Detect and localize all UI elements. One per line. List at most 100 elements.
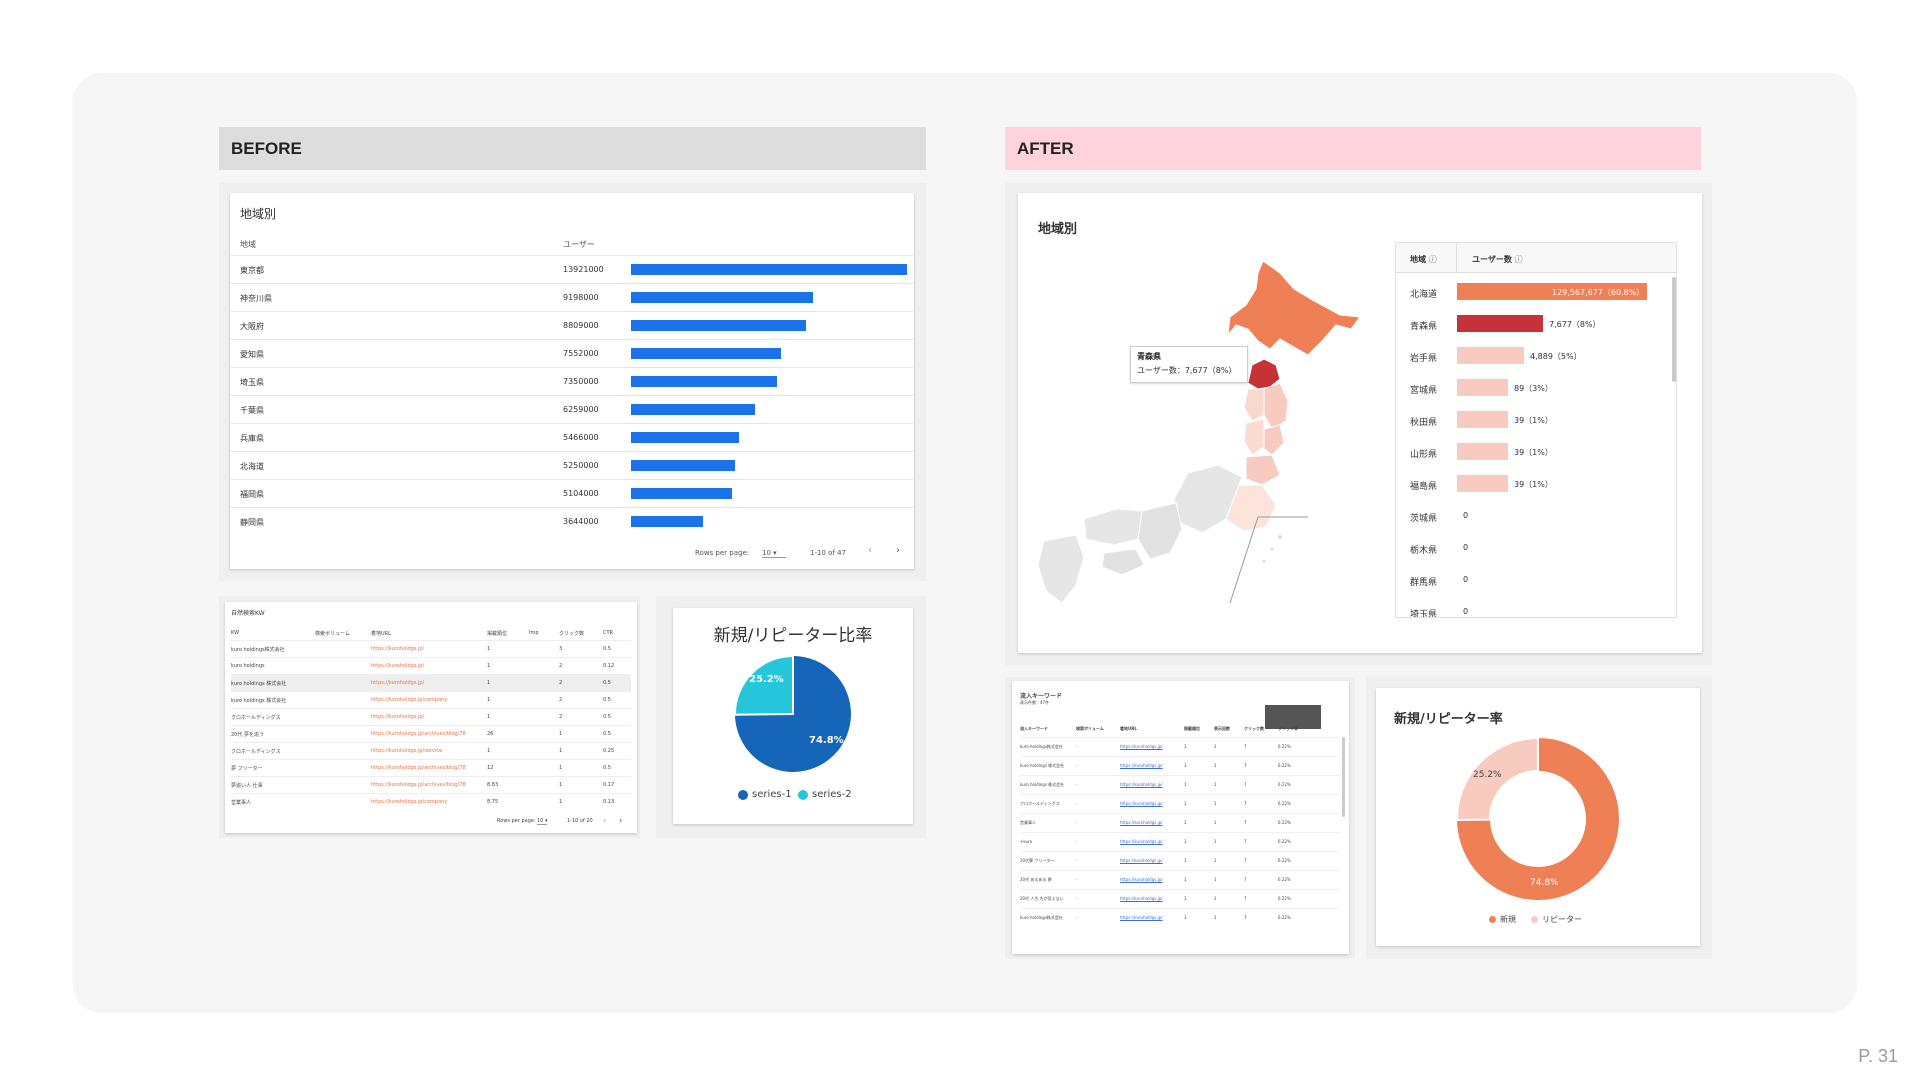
after-table-header: 地域 ⓘ ユーザー数 ⓘ xyxy=(1396,243,1676,273)
region-users: 6259000 xyxy=(563,405,599,414)
region-users: 39（1%） xyxy=(1514,416,1553,425)
map-shikoku[interactable] xyxy=(1101,548,1145,576)
table-row: 20代 人生 先が見えない - https://kuroholdgs.jp/1 1 7 6… xyxy=(1020,889,1340,908)
kw-landing-url[interactable]: https://kuroholdgs.jp/ xyxy=(1120,820,1163,825)
map-akita[interactable] xyxy=(1243,388,1265,422)
kw-landing-url[interactable]: https://kuroholdgs.jp/ xyxy=(1120,858,1163,863)
kw-cell: 7 xyxy=(1244,801,1247,806)
region-users: 7350000 xyxy=(563,377,599,386)
region-users-bar xyxy=(631,404,755,415)
after-donut-title: 新規/リピーター率 xyxy=(1394,712,1503,727)
kw-cell: 0.17 xyxy=(603,782,615,788)
after-kw-title: 流入キーワード xyxy=(1020,693,1063,700)
region-name: 愛知県 xyxy=(240,350,264,359)
legend-dot-repeater xyxy=(1531,916,1538,923)
next-page-icon[interactable]: › xyxy=(896,545,900,556)
after-region-table: 地域 ⓘ ユーザー数 ⓘ 北海道 129,567,677（60.8%） 青森県 7,6… xyxy=(1395,242,1677,618)
region-name: 群馬県 xyxy=(1410,578,1438,588)
table-row: 北海道 5250000 xyxy=(230,451,914,479)
tooltip-value: ユーザー数：7,677（8%） xyxy=(1137,366,1237,375)
region-users-bar xyxy=(631,376,777,387)
map-kyushu[interactable] xyxy=(1037,534,1085,604)
kw-landing-url[interactable]: https://kuroholdgs.jp/service xyxy=(371,748,443,754)
region-users: 3644000 xyxy=(563,517,599,526)
region-users: 0 xyxy=(1463,543,1469,552)
table-row: 青森県 7,677（8%） xyxy=(1396,307,1676,339)
kw-cell: 1 xyxy=(487,663,491,669)
kw-column-header: 流入キーワード xyxy=(1020,726,1048,731)
kw-cell: 1 xyxy=(559,765,563,771)
kw-cell: クロホールディングス xyxy=(231,749,281,755)
kw-rows-per-page-select[interactable]: 10 ▾ xyxy=(537,818,548,825)
region-name: 兵庫県 xyxy=(240,434,264,443)
kw-prev-page-icon[interactable]: ‹ xyxy=(603,816,607,825)
kw-landing-url[interactable]: https://kuroholdgs.jp/archives/blog/78 xyxy=(371,782,466,788)
rows-per-page-select[interactable]: 10 ▾ xyxy=(762,549,786,558)
kw-cell: - xyxy=(1076,858,1078,863)
map-chugoku[interactable] xyxy=(1083,508,1143,546)
kw-cell: 7 xyxy=(1244,877,1247,882)
kw-cell: kuro holdings xyxy=(231,663,265,669)
table-row: クロホールディングス https://kuroholdgs.jp/1 2 0.5 xyxy=(231,708,631,725)
kw-landing-url[interactable]: https://kuroholdgs.jp/ xyxy=(371,663,425,669)
region-users-bar xyxy=(1457,347,1524,364)
kw-landing-url[interactable]: https://kuroholdgs.jp/ xyxy=(1120,782,1163,787)
region-users: 89（3%） xyxy=(1514,384,1553,393)
kw-cell: 1 xyxy=(1184,877,1187,882)
region-name: 埼玉県 xyxy=(1410,610,1438,618)
kw-landing-url[interactable]: https://kuroholdgs.jp/ xyxy=(1120,763,1163,768)
table-row: kuro holdings株式会社 - https://kuroholdgs.jp/… xyxy=(1020,737,1340,756)
table-row: kuro holdings 株式会社 https://kuroholdgs.jp/… xyxy=(231,691,631,708)
kw-landing-url[interactable]: https://kuroholdgs.jp/company xyxy=(371,799,448,805)
kw-scrollbar[interactable] xyxy=(1342,737,1345,817)
kw-landing-url[interactable]: https://kuroholdgs.jp/ xyxy=(1120,839,1163,844)
kw-cell: kuro holdings株式会社 xyxy=(1020,744,1063,749)
kw-next-page-icon[interactable]: › xyxy=(619,816,623,825)
map-yamagata[interactable] xyxy=(1243,418,1265,456)
kw-landing-url[interactable]: https://kuroholdgs.jp/archives/blog/78 xyxy=(371,765,466,771)
chevron-down-icon: ▾ xyxy=(773,549,777,557)
prev-page-icon[interactable]: ‹ xyxy=(868,545,872,556)
kw-landing-url[interactable]: https://kuroholdgs.jp/ xyxy=(371,714,425,720)
region-users-bar xyxy=(1457,411,1508,428)
region-name: 福島県 xyxy=(1410,482,1438,492)
legend-repeater: リピーター xyxy=(1531,914,1582,925)
kw-cell: 1 xyxy=(1184,858,1187,863)
kw-landing-url[interactable]: https://kuroholdgs.jp/ xyxy=(1120,801,1163,806)
kw-cell: 夢 フリーター xyxy=(231,766,263,772)
kw-cell: - xyxy=(1076,763,1078,768)
map-miyagi[interactable] xyxy=(1261,424,1285,456)
kw-landing-url[interactable]: https://kuroholdgs.jp/ xyxy=(1120,896,1163,901)
region-users-bar xyxy=(631,432,739,443)
map-iwate[interactable] xyxy=(1263,382,1289,430)
kw-cell: 20代 人生 先が見えない xyxy=(1020,896,1064,901)
before-region-table: 地域別 地域 ユーザー 東京都 13921000 神奈川県 9198000 大阪府 880… xyxy=(230,193,914,569)
region-users: 8809000 xyxy=(563,321,599,330)
kw-landing-url[interactable]: https://kuroholdgs.jp/ xyxy=(371,680,425,686)
map-aomori[interactable] xyxy=(1247,358,1281,390)
table-row: 福島県 39（1%） xyxy=(1396,467,1676,499)
map-kinki[interactable] xyxy=(1137,502,1183,560)
table-row: 岩手県 4,889（5%） xyxy=(1396,339,1676,371)
legend-series-1: series-1 xyxy=(738,789,792,800)
map-hokkaido[interactable] xyxy=(1227,260,1361,356)
kw-landing-url[interactable]: https://kuroholdgs.jp/archives/blog/78 xyxy=(371,731,466,737)
kw-cell: 7 xyxy=(1244,820,1247,825)
kw-column-header: CTR xyxy=(603,630,614,636)
kw-landing-url[interactable]: https://kuroholdgs.jp/ xyxy=(1120,744,1163,749)
kw-cell: 3 xyxy=(559,646,563,652)
region-users: 0 xyxy=(1463,511,1469,520)
kw-cell: - xyxy=(1076,782,1078,787)
kw-landing-url[interactable]: https://kuroholdgs.jp/ xyxy=(371,646,425,652)
table-row: 20代 あるある 夢 - https://kuroholdgs.jp/1 1 7 6.22… xyxy=(1020,870,1340,889)
map-fukushima[interactable] xyxy=(1245,454,1281,486)
region-users: 5104000 xyxy=(563,489,599,498)
kw-cell: 20代 夢を追う xyxy=(231,732,264,738)
kw-landing-url[interactable]: https://kuroholdgs.jp/company xyxy=(371,697,448,703)
kw-column-header: KW xyxy=(231,630,240,636)
kw-landing-url[interactable]: https://kuroholdgs.jp/ xyxy=(1120,915,1163,920)
table-scrollbar[interactable] xyxy=(1672,277,1676,382)
kw-landing-url[interactable]: https://kuroholdgs.jp/ xyxy=(1120,877,1163,882)
kw-cell: 6.22% xyxy=(1278,915,1291,920)
kw-cell: 1 xyxy=(1214,782,1217,787)
